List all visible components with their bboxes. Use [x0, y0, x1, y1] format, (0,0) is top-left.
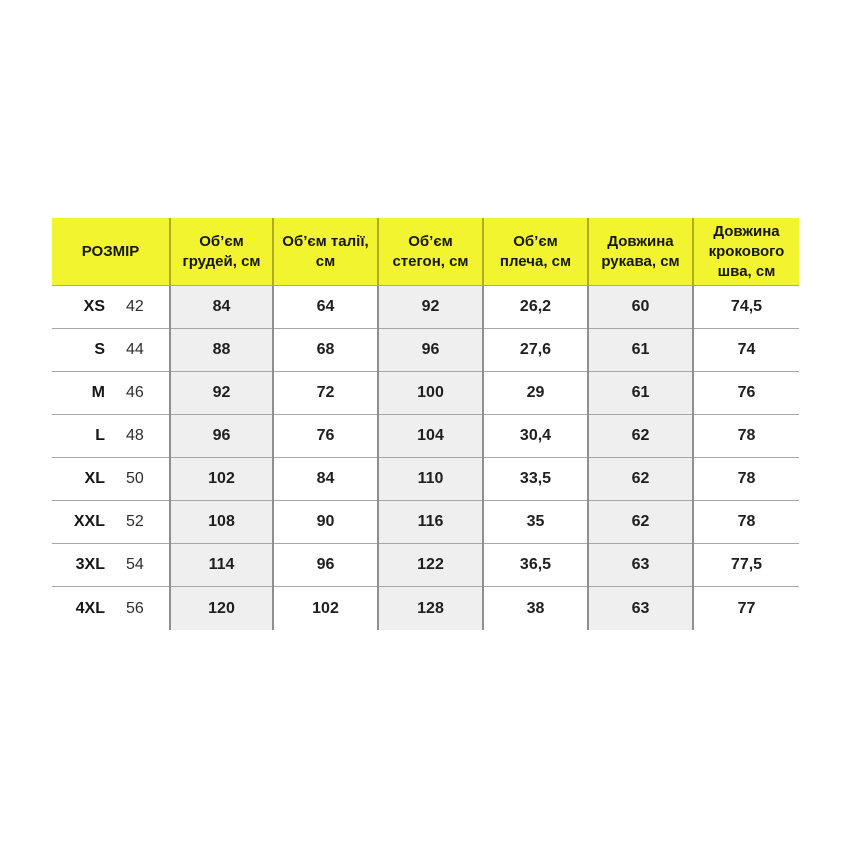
value-cell: 84	[169, 285, 273, 329]
size-cell: L 48	[52, 414, 170, 458]
value-cell: 62	[587, 457, 693, 501]
value-cell: 102	[169, 457, 273, 501]
value-cell: 29	[482, 371, 588, 415]
value-cell: 78	[692, 457, 799, 501]
size-label: 4XL	[75, 599, 105, 617]
column-header-chest: Об’єм грудей, см	[169, 218, 273, 286]
value-cell: 27,6	[482, 328, 588, 372]
table-row: XXL 52 108 90 116 35 62 78	[52, 500, 799, 544]
size-cell: S 44	[52, 328, 170, 372]
value-cell: 92	[377, 285, 483, 329]
value-cell: 30,4	[482, 414, 588, 458]
size-eu-number: 46	[126, 384, 144, 402]
value-cell: 74,5	[692, 285, 799, 329]
size-pair: M 46	[52, 384, 169, 402]
header-row: РОЗМІР Об’єм грудей, см Об’єм талії, см …	[52, 218, 799, 286]
value-cell: 114	[169, 543, 273, 587]
value-cell: 61	[587, 371, 693, 415]
column-header-hips: Об’єм стегон, см	[377, 218, 483, 286]
table-row: XL 50 102 84 110 33,5 62 78	[52, 457, 799, 501]
value-cell: 68	[272, 328, 378, 372]
value-cell: 84	[272, 457, 378, 501]
value-cell: 60	[587, 285, 693, 329]
size-pair: 3XL 54	[52, 556, 169, 574]
value-cell: 122	[377, 543, 483, 587]
value-cell: 72	[272, 371, 378, 415]
value-cell: 77	[692, 586, 799, 630]
size-pair: XS 42	[52, 298, 169, 316]
value-cell: 96	[377, 328, 483, 372]
value-cell: 102	[272, 586, 378, 630]
size-pair: 4XL 56	[52, 600, 169, 618]
size-label: XS	[83, 298, 105, 316]
column-header-shoulder: Об’єм плеча, см	[482, 218, 588, 286]
value-cell: 96	[272, 543, 378, 587]
table-row: S 44 88 68 96 27,6 61 74	[52, 328, 799, 372]
table-row: 3XL 54 114 96 122 36,5 63 77,5	[52, 543, 799, 587]
value-cell: 100	[377, 371, 483, 415]
value-cell: 36,5	[482, 543, 588, 587]
size-label: S	[94, 341, 105, 359]
size-table: РОЗМІР Об’єм грудей, см Об’єм талії, см …	[52, 218, 799, 630]
table-row: 4XL 56 120 102 128 38 63 77	[52, 586, 799, 630]
size-eu-number: 52	[126, 513, 144, 531]
size-label: 3XL	[75, 556, 105, 574]
size-chart-table-container: РОЗМІР Об’єм грудей, см Об’єм талії, см …	[52, 218, 799, 630]
size-eu-number: 48	[126, 427, 144, 445]
value-cell: 63	[587, 543, 693, 587]
value-cell: 63	[587, 586, 693, 630]
size-eu-number: 44	[126, 341, 144, 359]
value-cell: 88	[169, 328, 273, 372]
value-cell: 74	[692, 328, 799, 372]
value-cell: 104	[377, 414, 483, 458]
size-label: L	[95, 427, 105, 445]
column-header-waist: Об’єм талії, см	[272, 218, 378, 286]
size-cell: XS 42	[52, 285, 170, 329]
value-cell: 62	[587, 500, 693, 544]
value-cell: 96	[169, 414, 273, 458]
size-eu-number: 54	[126, 556, 144, 574]
value-cell: 92	[169, 371, 273, 415]
value-cell: 35	[482, 500, 588, 544]
value-cell: 90	[272, 500, 378, 544]
table-row: XS 42 84 64 92 26,2 60 74,5	[52, 285, 799, 329]
size-pair: XXL 52	[52, 513, 169, 531]
value-cell: 110	[377, 457, 483, 501]
size-label: M	[91, 384, 105, 402]
value-cell: 77,5	[692, 543, 799, 587]
column-header-inseam: Довжина крокового шва, см	[692, 218, 799, 286]
size-pair: L 48	[52, 427, 169, 445]
size-eu-number: 56	[126, 599, 144, 617]
size-cell: 3XL 54	[52, 543, 170, 587]
column-header-sleeve: Довжина рукава, см	[587, 218, 693, 286]
size-pair: S 44	[52, 341, 169, 359]
value-cell: 76	[692, 371, 799, 415]
value-cell: 78	[692, 414, 799, 458]
value-cell: 64	[272, 285, 378, 329]
value-cell: 116	[377, 500, 483, 544]
value-cell: 128	[377, 586, 483, 630]
size-label: XXL	[73, 513, 105, 531]
size-cell: M 46	[52, 371, 170, 415]
size-cell: XL 50	[52, 457, 170, 501]
table-row: M 46 92 72 100 29 61 76	[52, 371, 799, 415]
value-cell: 38	[482, 586, 588, 630]
value-cell: 78	[692, 500, 799, 544]
size-eu-number: 50	[126, 470, 144, 488]
value-cell: 76	[272, 414, 378, 458]
size-label: XL	[84, 470, 105, 488]
table-row: L 48 96 76 104 30,4 62 78	[52, 414, 799, 458]
value-cell: 61	[587, 328, 693, 372]
size-cell: 4XL 56	[52, 586, 170, 630]
size-eu-number: 42	[126, 298, 144, 316]
size-cell: XXL 52	[52, 500, 170, 544]
value-cell: 62	[587, 414, 693, 458]
value-cell: 33,5	[482, 457, 588, 501]
column-header-size: РОЗМІР	[52, 218, 170, 286]
value-cell: 108	[169, 500, 273, 544]
value-cell: 120	[169, 586, 273, 630]
size-pair: XL 50	[52, 470, 169, 488]
value-cell: 26,2	[482, 285, 588, 329]
